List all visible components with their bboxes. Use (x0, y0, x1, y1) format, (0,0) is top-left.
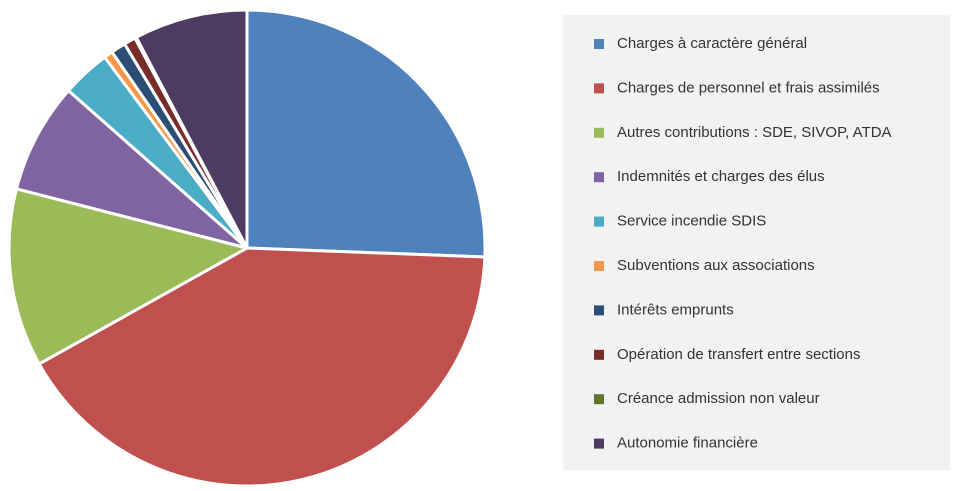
legend-label: Créance admission non valeur (617, 390, 820, 407)
legend-label: Subventions aux associations (617, 257, 815, 274)
pie-slice (14, 89, 249, 250)
legend-swatch (594, 394, 604, 405)
legend-swatch (594, 349, 604, 360)
legend-label: Service incendie SDIS (617, 213, 766, 230)
legend-swatch (594, 438, 604, 449)
pie-slice (245, 8, 487, 259)
legend-label: Charges à caractère général (617, 35, 807, 52)
legend-swatch (594, 216, 604, 227)
legend-swatch (594, 305, 604, 316)
legend-swatch (594, 83, 604, 94)
pie-slice (7, 187, 249, 366)
legend-label: Charges de personnel et frais assimilés (617, 79, 880, 96)
legend-swatch (594, 39, 604, 49)
legend-label: Intérêts emprunts (617, 301, 734, 318)
legend-swatch (594, 261, 604, 271)
pie-slice (134, 8, 249, 250)
pie-slice (37, 246, 487, 488)
legend-label: Indemnités et charges des élus (617, 168, 825, 185)
legend-label: Autonomie financière (617, 435, 758, 452)
legend-swatch (594, 127, 604, 138)
legend-label: Opération de transfert entre sections (617, 346, 860, 363)
legend-label: Autres contributions : SDE, SIVOP, ATDA (617, 124, 892, 141)
legend-box (563, 15, 950, 470)
legend-swatch (594, 172, 604, 183)
